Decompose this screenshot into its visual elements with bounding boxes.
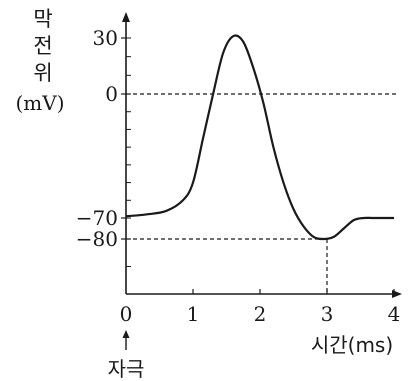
y-axis-arrow xyxy=(122,12,130,22)
x-tick-label: 3 xyxy=(321,302,334,326)
y-tick-label: 0 xyxy=(105,82,118,106)
xlabel: 시간(ms) xyxy=(311,333,393,357)
stimulus-label: 자극 xyxy=(108,357,145,381)
ylabel-line-1: 막 xyxy=(33,7,52,31)
ylabel-unit: (mV) xyxy=(15,91,64,115)
membrane-potential-line-0 xyxy=(126,36,394,239)
x-tick-label: 4 xyxy=(388,302,401,326)
y-tick-label: −80 xyxy=(76,227,118,251)
x-tick-label: 1 xyxy=(187,302,200,326)
x-tick-label: 0 xyxy=(120,302,133,326)
x-tick-label: 2 xyxy=(254,302,267,326)
y-tick-label: 30 xyxy=(93,26,118,50)
stimulus-arrow-head xyxy=(123,330,130,338)
ylabel-line-2: 전 xyxy=(33,34,52,58)
ylabel-line-3: 위 xyxy=(33,61,52,85)
